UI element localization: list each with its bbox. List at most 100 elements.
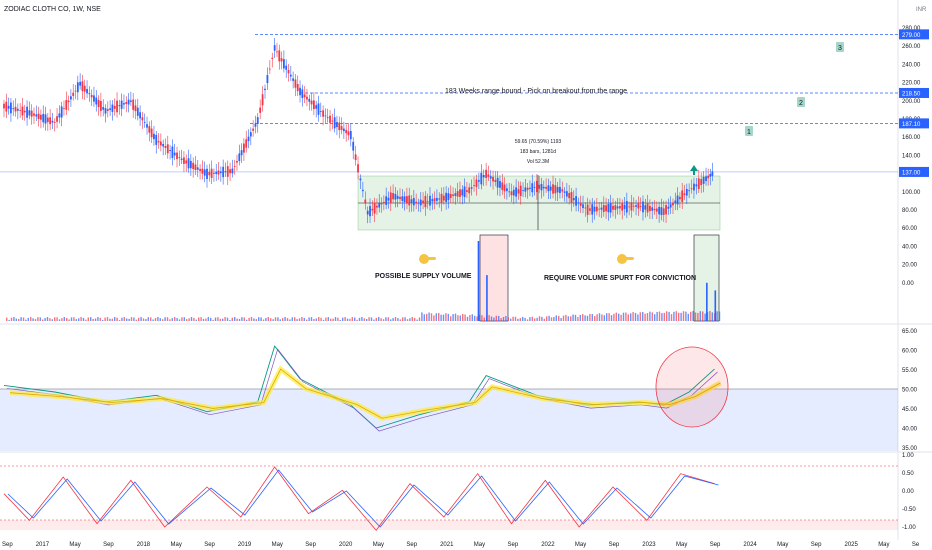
price-candle xyxy=(111,104,114,112)
volume-bar xyxy=(430,313,433,321)
volume-bar xyxy=(670,314,673,321)
price-candle xyxy=(88,93,91,95)
price-candle xyxy=(16,108,19,111)
price-candle xyxy=(213,172,215,174)
price-candle xyxy=(505,188,508,192)
price-candle xyxy=(201,168,204,174)
volume-bar xyxy=(555,315,557,321)
volume-bar xyxy=(630,313,632,321)
price-candle xyxy=(508,191,511,193)
volume-bar xyxy=(18,318,20,321)
price-candle xyxy=(159,141,162,146)
volume-bar xyxy=(476,316,478,321)
volume-bar xyxy=(37,317,39,321)
price-candle xyxy=(146,124,148,128)
volume-bar xyxy=(80,317,82,321)
arrow-up-icon xyxy=(690,165,698,175)
price-candle xyxy=(243,143,245,153)
price-candle xyxy=(266,75,269,84)
price-candle xyxy=(303,94,306,98)
volume-bar xyxy=(548,315,550,321)
volume-bar xyxy=(236,318,238,321)
price-candle xyxy=(49,117,52,125)
volume-bar xyxy=(598,313,601,321)
time-axis[interactable]: Sep 2017 May Sep 2018 May Sep 2019 May Sep 2020 May… xyxy=(2,542,920,548)
price-candle xyxy=(412,198,415,206)
price-candle xyxy=(584,207,587,209)
volume-bar xyxy=(238,318,241,321)
price-axis[interactable]: 280.00260.00240.00220.00200.00180.00160.… xyxy=(899,26,929,287)
price-candle xyxy=(194,164,197,170)
price-candle xyxy=(3,103,5,109)
price-candle xyxy=(347,131,350,136)
price-candle xyxy=(533,186,536,188)
volume-bar xyxy=(260,317,262,321)
price-candle xyxy=(215,171,218,174)
volume-bar xyxy=(591,314,593,321)
volume-bar xyxy=(198,317,200,321)
volume-bar xyxy=(267,317,269,321)
volume-bar xyxy=(685,311,687,321)
volume-bar xyxy=(565,314,567,321)
volume-bar xyxy=(272,319,274,321)
price-candle xyxy=(322,110,325,117)
price-candle xyxy=(454,193,457,196)
price-candle xyxy=(40,114,42,120)
price-candle xyxy=(503,184,506,192)
price-candle xyxy=(169,150,171,152)
volume-bar xyxy=(354,317,356,321)
volume-bar xyxy=(315,318,317,321)
volume-bar xyxy=(620,314,622,321)
volume-bar xyxy=(296,319,298,321)
volume-bar xyxy=(452,314,454,321)
price-candle xyxy=(333,117,336,129)
price-candle xyxy=(653,208,656,211)
volume-bar xyxy=(488,315,490,321)
price-candle xyxy=(164,146,167,148)
stoch-tick-label: 1.00 xyxy=(902,453,914,459)
price-tick-label: 0.00 xyxy=(902,281,914,287)
volume-bar xyxy=(166,317,169,321)
price-candle xyxy=(501,182,504,190)
volume-bar xyxy=(243,317,245,321)
price-candle xyxy=(510,191,513,196)
symbol-title: ZODIAC CLOTH CO, 1W, NSE xyxy=(4,6,101,13)
price-candle xyxy=(433,198,436,202)
price-candle xyxy=(424,196,427,208)
price-badge xyxy=(899,29,929,40)
volume-bar xyxy=(279,319,281,321)
volume-bar xyxy=(90,317,92,321)
price-candle xyxy=(141,117,144,121)
price-candle xyxy=(577,202,580,204)
price-candle xyxy=(575,196,577,206)
price-candle xyxy=(565,191,568,197)
volume-bar xyxy=(30,317,32,321)
volume-bar xyxy=(654,314,656,321)
time-tick-label: 2025 xyxy=(845,542,859,548)
volume-bar xyxy=(644,313,646,321)
time-tick-label: May xyxy=(171,542,182,548)
time-tick-label: Sep xyxy=(406,542,417,548)
volume-bar xyxy=(716,311,718,321)
price-candle xyxy=(53,122,56,123)
price-tick-label: 220.00 xyxy=(902,81,921,87)
price-candle xyxy=(104,108,107,114)
volume-bar xyxy=(514,316,517,321)
price-candle xyxy=(690,188,693,190)
rsi-axis[interactable]: 65.00 60.00 55.00 50.00 45.00 40.00 35.00 xyxy=(902,329,918,452)
volume-bar xyxy=(649,311,651,321)
volume-bar xyxy=(234,317,236,321)
volume-bar xyxy=(385,317,387,321)
price-candle xyxy=(199,168,201,171)
volume-bar xyxy=(217,317,219,321)
price-candle xyxy=(658,206,661,215)
price-candle xyxy=(139,112,142,119)
price-candle xyxy=(120,100,123,109)
volume-bar xyxy=(152,319,154,321)
stoch-axis[interactable]: 1.00 0.50 0.00 -0.50 -1.00 xyxy=(902,453,916,531)
target-levels xyxy=(0,33,898,173)
volume-bar xyxy=(87,317,89,321)
volume-bar xyxy=(301,317,303,321)
price-candle xyxy=(326,117,329,119)
